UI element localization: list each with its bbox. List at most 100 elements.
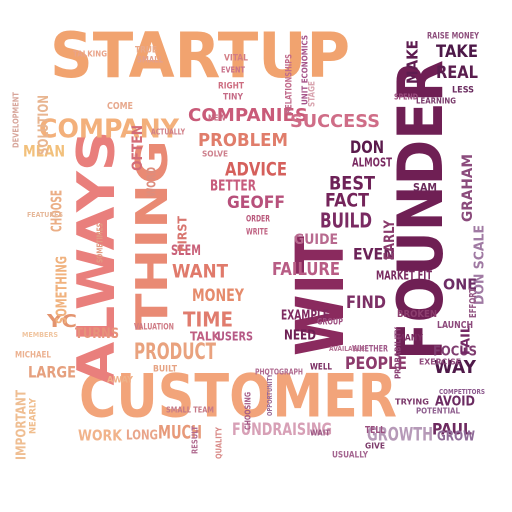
word-away: AWAY [107,376,133,386]
word-failure: FAILURE [272,259,340,280]
word-focus: FOCUS [433,345,477,360]
word-broken: BROKEN [397,309,437,320]
word-money: MONEY [192,286,245,306]
word-spend: SPEND [394,93,418,102]
word-development: DEVELOPMENT [12,92,21,148]
word-founder: FOUNDER [384,60,457,360]
word-talking: TALKING [73,50,107,59]
word-event: EVENT [221,66,245,75]
word-trying: TRYING [395,398,429,407]
word-built: BUILT [153,365,178,375]
word-customer: CUSTOMER [79,362,397,432]
word-don: DON [350,138,384,158]
word-company: COMPANY [39,115,180,145]
word-opportunity: OPPORTUNITY [266,373,274,416]
word-build: BUILD [320,209,372,233]
word-talk: TALK [190,330,221,344]
word-seem: SEEM [171,243,201,259]
word-mean: MEAN [23,142,65,161]
word-users: USERS [217,330,253,344]
word-many: MANY [397,334,423,344]
word-sometimes: SOMETIMES [96,223,105,263]
word-tiny: TINY [223,93,243,103]
word-choosing: CHOOSING [244,392,253,430]
word-whether: WHETHER [352,345,388,355]
word-growth: GROWTH [367,424,433,446]
word-long: LONG [126,429,158,444]
word-find: FIND [346,293,386,313]
word-guide: GUIDE [294,232,338,248]
word-true: TRUE [135,46,157,56]
word-work: WORK [78,427,123,445]
word-grow: GROW [437,430,475,445]
word-early: EARLY [382,219,398,260]
word-graham: GRAHAM [460,154,476,222]
word-small: SMALL [137,56,163,66]
word-tell: TELL [365,425,385,436]
word-potential: POTENTIAL [416,407,460,416]
word-choose: CHOOSE [48,190,66,232]
word-want: WANT [172,261,228,283]
word-wit: WIT [282,236,359,356]
word-people: PEOPLE [345,354,407,374]
word-important: IMPORTANT [15,390,30,460]
word-usually: USUALLY [332,451,368,461]
word-best: BEST [329,173,375,195]
word-result: RESULT [191,426,200,454]
word-real: REAL [436,63,478,83]
word-give: GIVE [365,442,385,451]
word-make: MAKE [404,40,422,84]
word-geoff: GEOFF [227,193,285,213]
word-vital: VITAL [224,54,248,64]
word-problem: PROBLEM [198,130,288,151]
word-example: EXAMPLE [281,309,329,324]
word-less: LESS [452,86,474,96]
word-better: BETTER [210,177,256,195]
word-raise-money: RAISE MONEY [427,32,479,42]
word-something: SOMETHING [53,256,71,324]
word-product: PRODUCT [134,340,216,365]
word-time: TIME [183,308,233,332]
word-probability: PROBABILITY [394,327,403,379]
word-quality: QUALITY [215,427,224,459]
word-yc: YC [46,311,77,332]
word-small-team: SMALL TEAM [166,406,214,415]
word-launch: LAUNCH [437,320,473,331]
word-nearly: NEARLY [29,398,39,434]
word-often: OFTEN [130,125,146,171]
word-new: NEW [208,114,226,123]
word-don-scale: DON SCALE [473,225,488,305]
word-advice: ADVICE [225,159,287,181]
word-stage: STAGE [308,81,318,107]
word-available: AVAILABLE [329,345,365,353]
word-wait: WAIT [310,429,330,438]
word-almost: ALMOST [352,156,393,170]
word-michael: MICHAEL [15,351,51,361]
word-competitors: COMPETITORS [439,388,485,396]
word-group: GROUP [317,318,343,328]
word-actually: ACTUALLY [151,128,185,137]
word-market-fit: MARKET FIT [376,269,433,283]
word-startup: STARTUP [50,19,350,92]
word-features: FEATURES [27,211,63,219]
word-effort: EFFORT [468,288,479,318]
word-fact: FACT [325,190,369,212]
word-always: ALWAYS [67,131,127,386]
word-relationships: RELATIONSHIPS [285,54,295,114]
word-large: LARGE [28,363,76,382]
word-sam: SAM [413,181,437,194]
word-way: WAY [434,357,477,378]
word-fundraising: FUNDRAISING [232,420,332,440]
word-thing: THING [127,140,178,330]
word-avoid: AVOID [435,395,475,410]
word-order: ORDER [246,215,270,225]
word-fail: FAIL [459,325,473,355]
word-solution: SOLUTION [36,95,52,155]
word-much: MUCH [158,422,202,444]
word-companies: COMPANIES [188,105,308,126]
word-exercise: EXERCISE [419,358,461,367]
word-members: MEMBERS [22,331,58,339]
word-photograph: PHOTOGRAPH [255,368,303,377]
word-success: SUCCESS [290,111,380,132]
